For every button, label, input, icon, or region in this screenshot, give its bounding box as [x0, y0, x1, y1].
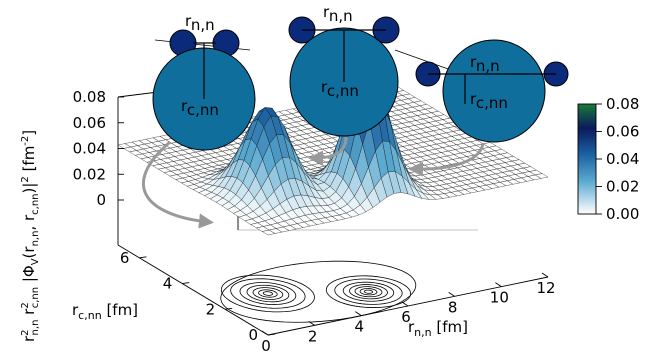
contour-line	[334, 278, 403, 305]
inset-cigar: rn,n rc,nn	[415, 39, 569, 143]
contour-line	[230, 278, 306, 309]
colorbar-tick-label: 0.00	[606, 205, 639, 223]
contour-line	[262, 291, 273, 296]
contour-line	[349, 284, 388, 300]
arrow-2	[308, 136, 348, 166]
y-tick-mark	[182, 282, 190, 285]
x-tick-mark	[541, 272, 549, 278]
z-ticks: 0 0.02 0.04 0.06 0.08	[73, 88, 124, 209]
rnn-label: rn,n	[470, 53, 500, 75]
x-tick-mark	[308, 320, 315, 326]
x-tick-label: 4	[355, 318, 365, 336]
x-tick-label: 8	[448, 298, 458, 316]
colorbar-ticks: 0.00 0.02 0.04 0.06 0.08	[596, 95, 639, 223]
z-tick-label: 0	[96, 191, 106, 209]
core-circle	[442, 39, 546, 143]
contour-line	[354, 286, 383, 298]
x-tick-mark	[448, 291, 455, 297]
arrow-3	[408, 142, 485, 177]
x-tick-label: 10	[490, 289, 509, 307]
z-axis-label: r2n,n r2c,nn |ΦV(rn,n, rc,nn)|2 [fm-2]	[20, 130, 41, 342]
y-tick-label: 2	[206, 300, 216, 318]
contour-line	[363, 289, 374, 294]
y-tick-label: 4	[163, 275, 173, 293]
x-ticks: 0 2 4 6 8 10 12	[261, 272, 556, 354]
rnn-label: rn,n	[185, 12, 215, 34]
colorbar-tick-label: 0.02	[606, 178, 639, 196]
x-tick-mark	[495, 282, 502, 288]
colorbar-gradient	[577, 103, 597, 215]
z-tick-label: 0.08	[73, 88, 106, 106]
rcnn-label: rc,nn	[181, 97, 219, 119]
arrows	[141, 136, 485, 229]
colorbar: 0.00 0.02 0.04 0.06 0.08	[577, 95, 639, 223]
contour-line	[252, 287, 284, 300]
colorbar-tick-label: 0.08	[606, 95, 639, 113]
inset-dineutron: rn,n rc,nn	[152, 12, 256, 151]
rnn-label: rn,n	[323, 3, 353, 25]
contour-line	[359, 288, 378, 296]
y-tick-label: 0	[248, 326, 258, 344]
z-tick-label: 0.02	[73, 165, 106, 183]
colorbar-tick-label: 0.04	[606, 150, 639, 168]
contour-line	[258, 289, 278, 298]
inset-intermediate: rn,n rc,nn	[288, 3, 466, 137]
rcnn-label: rc,nn	[321, 78, 359, 100]
contour-line	[342, 281, 395, 302]
y-tick-mark	[139, 256, 147, 259]
x-tick-mark	[401, 301, 409, 307]
surface-cell	[534, 173, 549, 179]
arrow-1	[141, 140, 214, 229]
base-contours	[220, 260, 417, 323]
y-axis-label: rc,nn [fm]	[72, 301, 138, 322]
x-axis-label: rn,n [fm]	[408, 318, 468, 339]
x-tick-mark	[355, 311, 362, 317]
colorbar-tick-label: 0.06	[606, 123, 639, 141]
x-tick-label: 6	[401, 308, 411, 326]
x-tick-mark	[261, 330, 269, 336]
contour-line	[220, 260, 417, 323]
base-axes	[117, 244, 549, 336]
contour-line	[220, 274, 315, 313]
x-tick-label: 0	[261, 337, 271, 354]
y-axis-line	[117, 244, 269, 336]
rcnn-label: rc,nn	[470, 90, 508, 112]
contour-line	[246, 284, 290, 303]
contour-line	[325, 275, 411, 308]
z-tick-label: 0.06	[73, 114, 106, 132]
x-tick-label: 2	[308, 327, 318, 345]
y-ticks: 0 2 4 6	[120, 249, 276, 344]
y-tick-mark	[225, 307, 233, 310]
z-tick-label: 0.04	[73, 140, 106, 158]
insets: rn,n rc,nn rn,n rc,nn rn,n rc,nn	[141, 3, 569, 229]
contour-line	[239, 282, 297, 305]
y-tick-mark	[267, 333, 276, 336]
y-tick-label: 6	[120, 249, 130, 267]
x-tick-label: 12	[536, 279, 555, 297]
